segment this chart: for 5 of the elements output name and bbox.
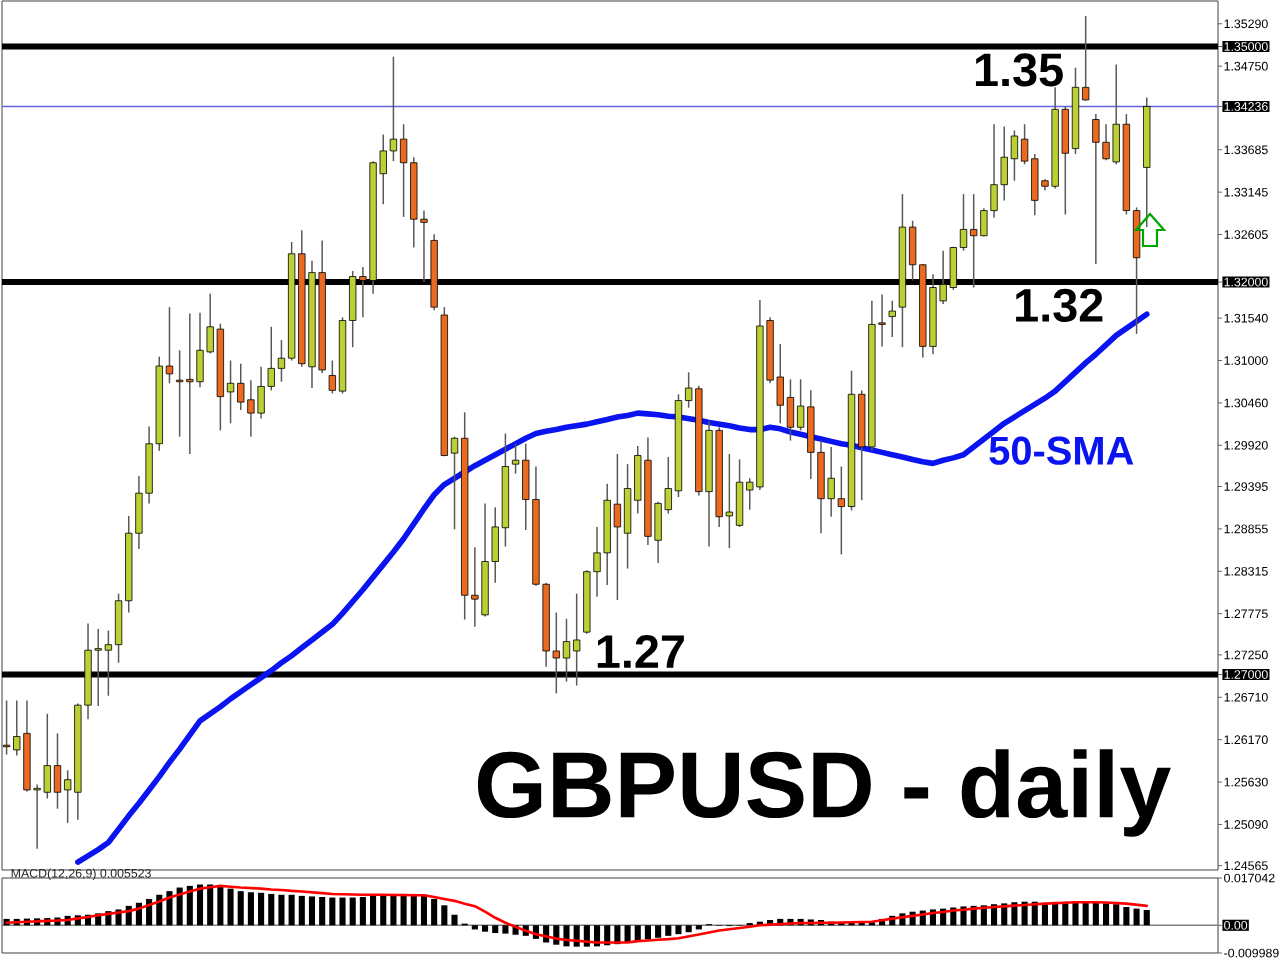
text: GBPUSD - daily [477,749,1171,837]
ref-line-label: 1.35 [975,53,1063,87]
series-label: 50-SMA [989,436,1134,465]
ref-line-label: 1.27 [597,635,684,668]
ref-line-label: 1.32 [1016,288,1103,323]
